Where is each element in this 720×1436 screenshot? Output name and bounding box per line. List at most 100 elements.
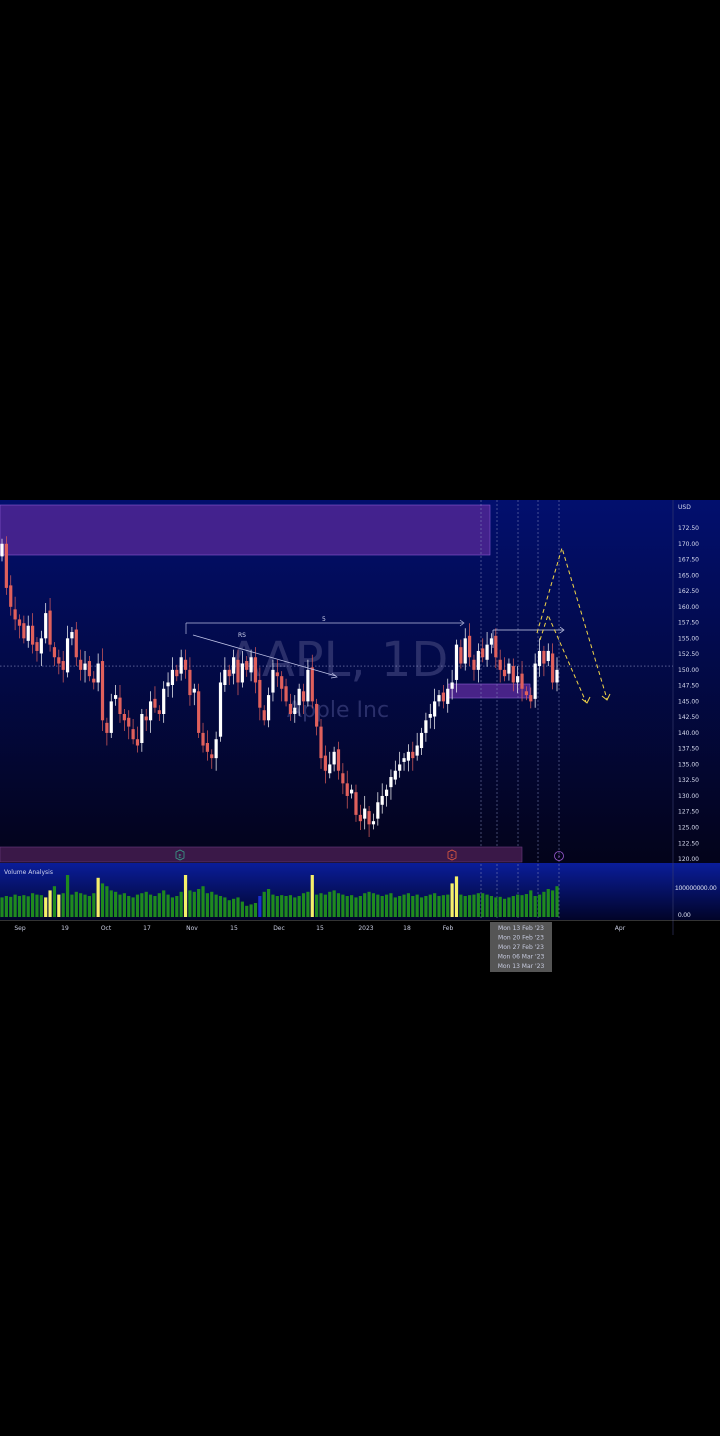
candle [328,751,332,779]
candle [428,703,432,729]
candle [433,688,437,730]
candle-body [100,661,105,721]
volume-bar [44,897,48,917]
candle [415,732,419,761]
price-tick-label: 122.50 [678,840,699,847]
candle-body [315,703,319,727]
volume-bar [271,894,275,917]
volume-bar [301,893,306,917]
candle [537,638,542,677]
candle [30,613,35,654]
candle-body [389,777,393,788]
volume-bar [398,896,402,917]
volume-bar [433,893,437,917]
candle-body [253,657,258,683]
candle-body [0,543,4,557]
volume-bar [92,893,96,917]
candle-body [358,814,362,822]
volume-bar [489,896,494,917]
volume-bar [341,894,345,917]
candle-body [240,663,244,683]
volume-bar [406,893,411,917]
candle-body [384,789,389,796]
candle-body [214,739,218,759]
candle-body [122,713,126,721]
candle-body [61,661,65,670]
candle [74,621,78,667]
range-bracket[interactable]: 5 [185,616,465,634]
volume-bar [280,895,284,917]
volume-bar [218,896,223,917]
price-axis[interactable]: 172.50 170.00 167.50 165.00 162.50 160.00 157.… [678,525,699,863]
candle [166,672,170,697]
volume-bar [105,886,109,917]
time-tick-label: 15 [230,925,238,932]
candle [13,596,17,631]
projection-path-1 [536,546,608,700]
candle-body [148,701,153,721]
projection-paths[interactable] [536,546,611,704]
candle [411,741,415,771]
volume-bar [245,905,249,917]
candle-body [323,755,327,771]
volume-bar [179,891,183,917]
candle-body [183,659,188,670]
supply-zone[interactable] [0,504,491,556]
range-bracket-2[interactable] [492,626,565,648]
volume-bar [529,890,533,917]
candle [105,717,109,746]
trendline[interactable]: RS [192,632,338,679]
candle [494,628,498,668]
candle [358,804,362,831]
volume-bar [83,894,87,917]
volume-bar [13,894,17,917]
candle-body [197,691,201,733]
volume-bar [332,890,336,917]
volume-bar [240,901,244,917]
volume-bar [170,897,175,917]
candle [354,784,358,822]
volume-bar [384,894,389,917]
volume-bar [485,894,489,917]
candle [87,655,92,682]
dividend-lightning-icon[interactable]: ⚡ [554,851,564,861]
volume-bar [275,896,279,917]
candle-body [162,688,166,714]
candle-body [105,722,109,733]
volume-bar [157,893,161,917]
candle-body [376,802,380,819]
volume-bar [502,898,507,917]
candle [319,719,323,769]
time-tick-label: 18 [403,925,411,932]
volume-bar [555,886,559,917]
candle [57,649,61,675]
earnings-icon[interactable]: E [175,849,185,861]
candle [472,654,476,681]
candle-body [218,682,223,737]
price-tick-label: 132.50 [678,777,699,784]
candle [507,658,511,681]
time-axis[interactable]: Sep 19 Oct 17 Nov 15 Dec 15 2023 18 Feb Apr [14,925,625,932]
candle [253,647,258,694]
candle [131,719,135,745]
volume-bar [354,897,358,917]
candle-body [551,653,555,683]
candle-body [227,669,231,677]
candle-body [533,663,537,699]
volume-bar [201,886,205,917]
candle-body [310,667,314,702]
svg-text:⚡: ⚡ [557,854,561,860]
volume-bar [57,894,61,917]
projection-path-2 [539,613,587,703]
volume-bar [122,893,126,917]
candle [223,657,227,692]
candle-body [555,669,559,683]
candle-body [498,659,502,670]
candle-body [79,659,83,670]
candle-body [249,657,253,673]
volume-bar [227,900,231,917]
volume-bar [380,896,384,917]
volume-bar [22,895,26,917]
earnings-icon[interactable]: E [447,849,457,861]
